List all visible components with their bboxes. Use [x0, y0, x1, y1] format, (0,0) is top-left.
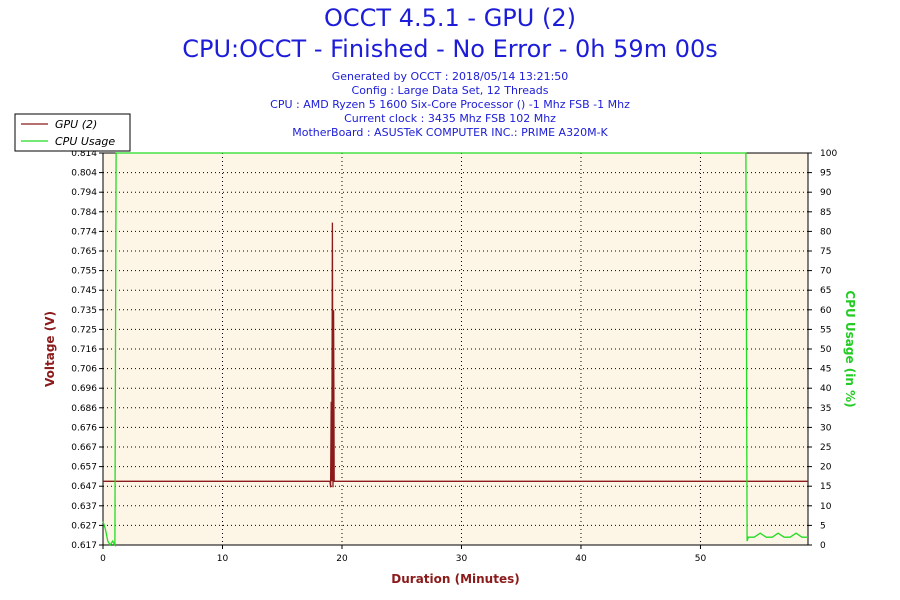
y-left-tick-label: 0.617 [71, 541, 97, 551]
legend-entry: GPU (2) [55, 118, 97, 131]
y-left-tick-label: 0.667 [71, 443, 97, 453]
x-axis-label: Duration (Minutes) [391, 572, 519, 586]
y-right-tick-label: 50 [820, 345, 832, 355]
info-generated: Generated by OCCT : 2018/05/14 13:21:50 [331, 70, 569, 83]
y-right-tick-label: 75 [820, 247, 831, 257]
chart-subtitle: CPU:OCCT - Finished - No Error - 0h 59m … [182, 35, 718, 63]
x-tick-label: 10 [217, 554, 229, 564]
y-left-tick-label: 0.696 [71, 384, 97, 394]
y-left-axis-label: Voltage (V) [43, 311, 57, 387]
y-right-tick-label: 65 [820, 286, 831, 296]
chart-title: OCCT 4.5.1 - GPU (2) [324, 4, 576, 32]
y-right-tick-label: 40 [820, 384, 832, 394]
y-right-tick-label: 95 [820, 169, 831, 179]
y-left-tick-label: 0.804 [71, 169, 97, 179]
y-left-tick-label: 0.814 [71, 149, 97, 159]
y-right-tick-label: 5 [820, 521, 826, 531]
y-right-tick-label: 90 [820, 188, 832, 198]
y-left-tick-label: 0.647 [71, 482, 97, 492]
y-right-tick-label: 70 [820, 267, 832, 277]
series-line-cpu-usage [102, 152, 808, 548]
x-tick-label: 0 [100, 554, 106, 564]
legend-box [14, 113, 131, 152]
y-left-tick-label: 0.774 [71, 227, 97, 237]
y-right-tick-label: 15 [820, 482, 831, 492]
y-right-axis-label: CPU Usage (in %) [843, 290, 857, 407]
y-left-tick-label: 0.745 [71, 286, 97, 296]
y-right-tick-label: 55 [820, 325, 831, 335]
y-left-tick-label: 0.637 [71, 502, 97, 512]
y-right-tick-label: 85 [820, 208, 831, 218]
y-right-tick-label: 20 [820, 463, 832, 473]
y-right-tick-label: 80 [820, 227, 832, 237]
y-right-tick-label: 60 [820, 306, 832, 316]
y-right-tick-label: 35 [820, 404, 831, 414]
series-line-gpu [103, 222, 808, 488]
x-tick-label: 30 [456, 554, 468, 564]
y-left-tick-label: 0.676 [71, 423, 97, 433]
y-left-tick-label: 0.765 [71, 247, 97, 257]
y-right-tick-label: 25 [820, 443, 831, 453]
y-left-tick-label: 0.794 [71, 188, 97, 198]
y-right-tick-label: 10 [820, 502, 832, 512]
y-left-tick-label: 0.716 [71, 345, 97, 355]
info-motherboard: MotherBoard : ASUSTeK COMPUTER INC.: PRI… [292, 126, 608, 139]
y-left-tick-label: 0.755 [71, 267, 97, 277]
legend-entry: CPU Usage [55, 135, 115, 148]
y-right-tick-label: 100 [820, 149, 837, 159]
y-left-tick-label: 0.725 [71, 325, 97, 335]
y-right-tick-label: 0 [820, 541, 826, 551]
y-right-tick-label: 30 [820, 423, 832, 433]
y-right-tick-label: 45 [820, 365, 831, 375]
y-left-tick-label: 0.657 [71, 463, 97, 473]
x-tick-label: 50 [695, 554, 707, 564]
y-left-tick-label: 0.784 [71, 208, 97, 218]
info-clock: Current clock : 3435 Mhz FSB 102 Mhz [344, 112, 556, 125]
x-tick-label: 40 [575, 554, 587, 564]
x-tick-label: 20 [336, 554, 348, 564]
y-left-tick-label: 0.706 [71, 365, 97, 375]
info-config: Config : Large Data Set, 12 Threads [351, 84, 549, 97]
y-left-tick-label: 0.686 [71, 404, 97, 414]
y-left-tick-label: 0.735 [71, 306, 97, 316]
info-cpu: CPU : AMD Ryzen 5 1600 Six-Core Processo… [270, 98, 630, 111]
y-left-tick-label: 0.627 [71, 521, 97, 531]
